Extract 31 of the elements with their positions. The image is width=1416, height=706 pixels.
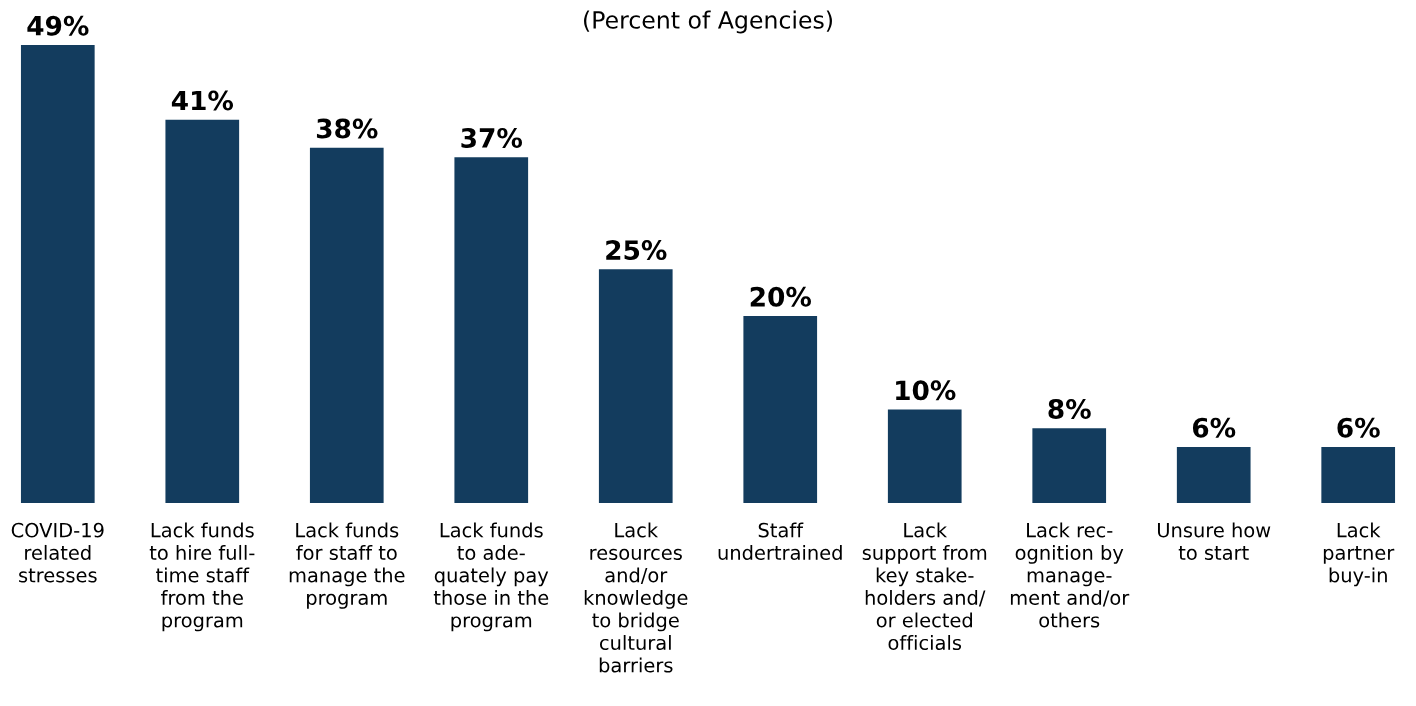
bar	[743, 316, 818, 503]
x-tick-label: Lack resources and/or knowledge to bridge cultural barriers	[584, 522, 688, 673]
data-label: 10%	[896, 380, 956, 401]
bar	[454, 157, 529, 503]
x-tick-label: Lack funds to ade- quately pay those in the program	[433, 522, 549, 632]
bar	[1321, 446, 1396, 503]
data-label: 8%	[1048, 398, 1091, 419]
data-label: 20%	[750, 286, 811, 307]
data-label: 6%	[1337, 417, 1380, 438]
chart-title: (Percent of Agencies)	[584, 10, 832, 34]
bar	[309, 147, 384, 503]
x-tick-label: Unsure how to start	[1157, 522, 1271, 561]
x-tick-label: Lack funds for staff to manage the program	[289, 522, 405, 609]
bar	[1032, 428, 1107, 503]
data-label: 6%	[1192, 417, 1236, 438]
bar	[887, 409, 962, 503]
bar	[598, 269, 673, 503]
data-label: 37%	[461, 127, 523, 148]
x-tick-label: Lack rec- ognition by manage- ment and/or others	[1010, 522, 1130, 628]
x-tick-label: COVID-19 related stresses	[11, 522, 104, 583]
x-tick-label: Lack funds to hire full- time staff from the program	[149, 522, 255, 632]
data-label: 38%	[316, 118, 378, 139]
bar	[1176, 446, 1251, 503]
bar	[165, 119, 240, 503]
bar	[20, 45, 95, 503]
x-tick-label: Lack partner buy-in	[1323, 522, 1395, 587]
x-tick-label: Staff undertrained	[718, 522, 842, 561]
x-tick-label: Lack support from key stake- holders and/ or elected officials	[862, 522, 987, 651]
data-label: 25%	[606, 240, 667, 261]
data-label: 49%	[27, 15, 89, 36]
data-label: 41%	[171, 90, 234, 111]
